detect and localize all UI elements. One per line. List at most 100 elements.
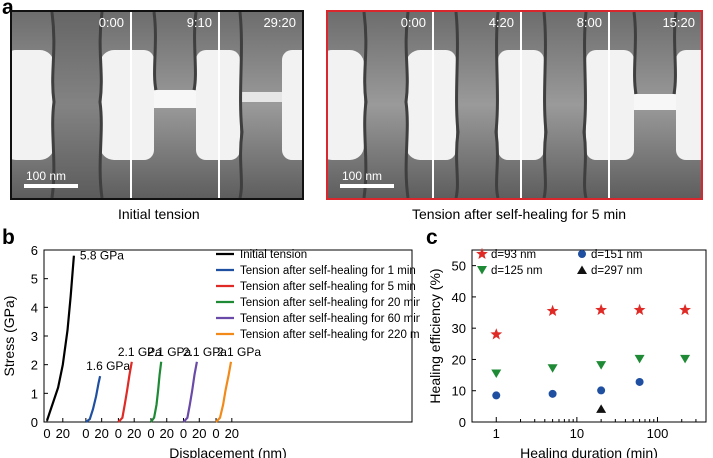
legend-entry: Tension after self-healing for 20 min bbox=[240, 297, 420, 309]
data-point bbox=[596, 361, 607, 370]
stress-displacement-chart: 0 1 2 3 4 5 6 Stress (GPa) Displacement (nm) 0 20 5… bbox=[1, 243, 420, 458]
legend-swatch bbox=[476, 247, 488, 259]
y-axis-label: Healing efficiency (%) bbox=[427, 268, 443, 403]
micrograph-initial-tension: 0:00 100 nm 9:10 29:20 bbox=[10, 10, 304, 200]
peak-label: 2.1 GPa bbox=[147, 345, 191, 359]
peak-label: 2.1 GPa bbox=[183, 345, 227, 359]
data-point bbox=[547, 364, 558, 373]
x-tick-label: 20 bbox=[225, 426, 239, 441]
x-tick-label: 20 bbox=[94, 426, 108, 441]
healing-efficiency-chart: 0 10 20 30 40 50 1 10 100 Healing efficiency (%) H… bbox=[427, 247, 707, 458]
data-point bbox=[680, 354, 691, 364]
scale-bar-label: 100 nm bbox=[342, 169, 383, 183]
micrograph-frame: 4:20 bbox=[434, 12, 520, 198]
x-tick-label: 0 bbox=[43, 426, 50, 441]
series-line bbox=[85, 375, 102, 423]
timestamp: 4:20 bbox=[488, 15, 514, 30]
x-tick-label: 1 bbox=[493, 426, 500, 441]
data-point bbox=[548, 389, 557, 398]
legend-entry: d=297 nm bbox=[591, 265, 642, 277]
x-tick-label: 0 bbox=[115, 426, 122, 441]
legend-swatch bbox=[477, 266, 487, 275]
panel-letter-b: b bbox=[2, 226, 15, 249]
y-tick-label: 10 bbox=[452, 384, 466, 399]
x-tick-label: 10 bbox=[570, 426, 584, 441]
data-point bbox=[633, 303, 646, 316]
series-line bbox=[182, 361, 198, 423]
legend-entry: Tension after self-healing for 1 min bbox=[240, 265, 416, 277]
y-tick-label: 4 bbox=[31, 300, 38, 315]
x-tick-label: 20 bbox=[192, 426, 206, 441]
x-tick-label: 0 bbox=[147, 426, 154, 441]
data-point bbox=[546, 304, 559, 316]
timestamp: 15:20 bbox=[662, 15, 695, 30]
data-point bbox=[596, 404, 607, 413]
legend-swatch bbox=[577, 265, 587, 274]
timestamp: 29:20 bbox=[263, 15, 296, 30]
series-line bbox=[150, 361, 163, 423]
y-axis-label: Stress (GPa) bbox=[1, 296, 17, 377]
legend-entry: d=125 nm bbox=[491, 265, 542, 277]
y-tick-label: 0 bbox=[459, 415, 466, 430]
legend-entry: Tension after self-healing for 60 min bbox=[240, 313, 420, 325]
data-point bbox=[491, 369, 502, 379]
legend-entry: Initial tension bbox=[240, 249, 307, 261]
peak-label: 5.8 GPa bbox=[80, 249, 124, 263]
peak-label: 2.1 GPa bbox=[217, 345, 261, 359]
series-line bbox=[215, 361, 233, 423]
panel-letter-a: a bbox=[2, 0, 14, 19]
panel-letter-c: c bbox=[426, 226, 438, 249]
x-tick-label: 0 bbox=[212, 426, 219, 441]
x-axis-label: Healing duration (min) bbox=[520, 445, 658, 458]
legend-entry: Tension after self-healing for 220 min bbox=[240, 329, 420, 341]
data-point bbox=[597, 386, 606, 395]
legend-entry: d=93 nm bbox=[491, 249, 536, 261]
series-line bbox=[45, 255, 75, 421]
micrograph-frame: 29:20 bbox=[220, 12, 302, 198]
micrograph-frame: 0:00 100 nm bbox=[328, 12, 432, 198]
peak-label: 1.6 GPa bbox=[86, 359, 130, 373]
y-tick-label: 0 bbox=[31, 415, 38, 430]
data-point bbox=[635, 377, 644, 386]
y-tick-label: 1 bbox=[31, 386, 38, 401]
timestamp: 0:00 bbox=[400, 15, 426, 30]
scale-bar-label: 100 nm bbox=[26, 169, 67, 183]
y-tick-label: 3 bbox=[31, 329, 38, 344]
data-point bbox=[634, 354, 645, 364]
plot-frame bbox=[471, 249, 707, 423]
data-point bbox=[490, 328, 503, 340]
timestamp: 9:10 bbox=[186, 15, 212, 30]
micrograph-frame: 0:00 100 nm bbox=[12, 12, 130, 198]
legend-swatch bbox=[578, 250, 586, 258]
legend-entry: d=151 nm bbox=[591, 249, 642, 261]
x-tick-label: 20 bbox=[127, 426, 141, 441]
micrograph-frame: 9:10 bbox=[132, 12, 218, 198]
x-tick-label: 0 bbox=[82, 426, 89, 441]
y-tick-label: 2 bbox=[31, 358, 38, 373]
micrograph-healed-tension: 0:00 100 nm 4:20 8:00 bbox=[326, 10, 703, 200]
data-point bbox=[492, 391, 501, 400]
timestamp: 8:00 bbox=[576, 15, 602, 30]
data-point bbox=[595, 303, 607, 316]
y-tick-label: 6 bbox=[31, 243, 38, 258]
scale-bar bbox=[24, 184, 78, 188]
micrograph-frame: 8:00 bbox=[522, 12, 608, 198]
x-tick-label: 100 bbox=[647, 426, 669, 441]
y-tick-label: 5 bbox=[31, 272, 38, 287]
x-tick-label: 20 bbox=[160, 426, 174, 441]
data-point bbox=[679, 303, 691, 316]
legend-entry: Tension after self-healing for 5 min bbox=[240, 281, 416, 293]
x-tick-label: 0 bbox=[180, 426, 187, 441]
x-tick-label: 20 bbox=[56, 426, 70, 441]
y-tick-label: 20 bbox=[452, 352, 466, 367]
caption-healed-tension: Tension after self-healing for 5 min bbox=[412, 206, 626, 222]
timestamp: 0:00 bbox=[98, 15, 124, 30]
micrograph-frame: 15:20 bbox=[610, 12, 701, 198]
x-axis-label: Displacement (nm) bbox=[169, 445, 286, 458]
y-tick-label: 30 bbox=[452, 321, 466, 336]
scale-bar bbox=[340, 184, 394, 188]
caption-initial-tension: Initial tension bbox=[118, 206, 200, 222]
peak-label: 2.1 GPa bbox=[118, 345, 162, 359]
y-tick-label: 40 bbox=[452, 290, 466, 305]
y-tick-label: 50 bbox=[452, 259, 466, 274]
